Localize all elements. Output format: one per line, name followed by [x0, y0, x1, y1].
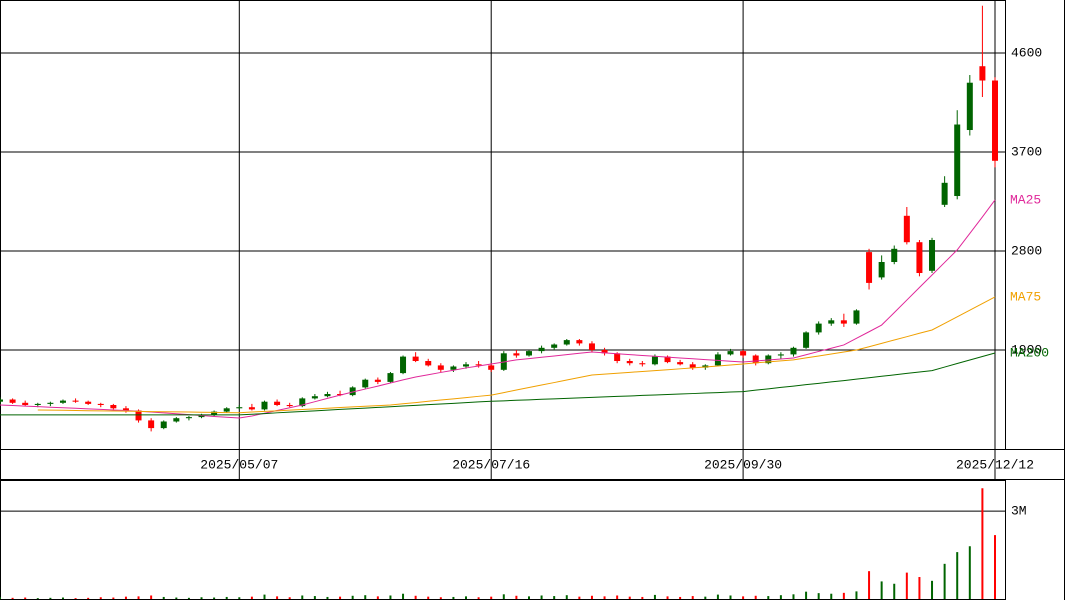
y-tick-label: 3M — [1011, 504, 1027, 519]
candle-body — [651, 356, 658, 365]
candle-body — [664, 356, 671, 363]
candle-body — [148, 420, 155, 429]
candle-body — [362, 379, 369, 388]
candle-body — [211, 411, 218, 415]
x-tick-label: 2025/09/30 — [704, 457, 782, 472]
candle-body — [954, 124, 961, 197]
candle-body — [929, 240, 936, 271]
candle-body — [274, 401, 281, 406]
candle-body — [122, 408, 129, 411]
candle-body — [34, 403, 41, 406]
y-tick-label: 2800 — [1011, 243, 1042, 258]
moving-average-line — [0, 352, 996, 416]
candle-body — [941, 182, 948, 205]
candle-body — [815, 323, 822, 333]
candle-body — [72, 400, 79, 402]
volume-panel — [0, 480, 1006, 600]
candle-body — [22, 402, 29, 406]
candle-body — [299, 398, 306, 407]
candle-body — [374, 379, 381, 382]
candle-body — [689, 364, 696, 368]
candle-body — [601, 350, 608, 354]
candle-body — [387, 373, 394, 382]
candle-body — [223, 408, 230, 412]
moving-average-line — [0, 199, 996, 419]
candle-body — [803, 332, 810, 348]
candle-body — [903, 215, 910, 243]
candle-body — [337, 394, 344, 396]
candle-body — [828, 320, 835, 324]
candle-body — [412, 356, 419, 362]
candle-body — [740, 351, 747, 356]
candle-body — [727, 351, 734, 355]
candle-body — [916, 242, 923, 274]
candle-body — [777, 354, 784, 356]
candle-body — [47, 402, 54, 404]
x-tick-label: 2025/05/07 — [200, 457, 278, 472]
candle-body — [677, 362, 684, 365]
legend-label: MA75 — [1010, 289, 1041, 304]
candle-body — [979, 66, 986, 81]
candle-body — [59, 400, 66, 403]
candle-body — [966, 82, 973, 131]
candle-body — [992, 80, 998, 161]
candle-body — [840, 320, 847, 324]
candle-body — [248, 407, 255, 410]
moving-average-line — [37, 296, 996, 414]
candle-body — [425, 361, 432, 366]
legend-label: MA25 — [1010, 192, 1041, 207]
x-tick-label: 2025/12/12 — [956, 457, 1034, 472]
candle-body — [513, 353, 520, 356]
candle-body — [160, 421, 167, 429]
candle-body — [311, 396, 318, 399]
y-tick-label: 3700 — [1011, 144, 1042, 159]
candle-body — [866, 252, 873, 283]
legend-label: MA200 — [1010, 345, 1049, 360]
candle-body — [626, 361, 633, 364]
candle-body — [286, 405, 293, 407]
candle-body — [400, 356, 407, 374]
candle-body — [765, 355, 772, 364]
candle-body — [0, 399, 3, 402]
candle-body — [576, 340, 583, 344]
candle-body — [349, 387, 356, 396]
candle-body — [790, 347, 797, 355]
candle-body — [525, 351, 532, 356]
x-tick-label: 2025/07/16 — [452, 457, 530, 472]
candle-body — [563, 340, 570, 345]
candle-body — [475, 364, 482, 366]
candle-body — [9, 399, 16, 403]
candle-body — [97, 403, 104, 406]
candle-body — [324, 394, 331, 397]
price-panel — [0, 0, 1006, 450]
candle-body — [173, 418, 180, 422]
candle-body — [488, 365, 495, 370]
candle-body — [450, 366, 457, 370]
candle-body — [878, 262, 885, 278]
candle-body — [135, 410, 142, 421]
candle-body — [236, 407, 243, 409]
candle-body — [588, 343, 595, 351]
candle-body — [639, 363, 646, 365]
y-tick-label: 1900 — [1011, 342, 1042, 357]
y-tick-label: 4600 — [1011, 45, 1042, 60]
candle-body — [85, 401, 92, 404]
candle-body — [853, 310, 860, 324]
candle-body — [891, 248, 898, 263]
candle-body — [110, 405, 117, 409]
candle-body — [185, 417, 192, 419]
candle-body — [463, 364, 470, 367]
candle-body — [261, 401, 268, 410]
candle-body — [551, 344, 558, 348]
candle-body — [614, 353, 621, 362]
candle-body — [538, 347, 545, 352]
date-strip — [0, 449, 1065, 480]
candle-body — [752, 355, 759, 364]
candle-body — [437, 365, 444, 370]
